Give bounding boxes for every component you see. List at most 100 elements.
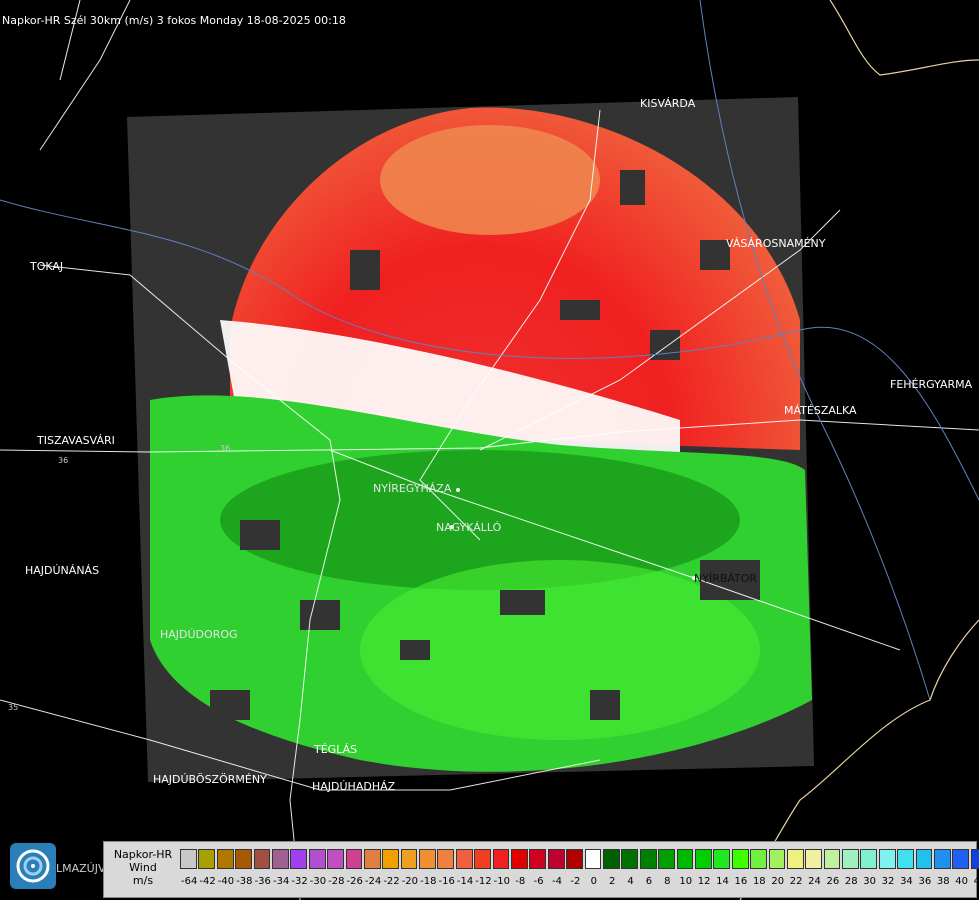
legend-title-line3: m/s	[132, 874, 154, 887]
legend-tick-label: 40	[955, 876, 968, 887]
legend-tick-label: 20	[771, 876, 785, 887]
road-number-35: 35	[8, 703, 18, 712]
legend-swatch	[400, 849, 418, 869]
legend-tick-label: 26	[826, 876, 840, 887]
legend-tick-label: 12	[697, 876, 711, 887]
legend-swatch	[860, 849, 878, 869]
legend-swatch	[566, 849, 583, 869]
legend-tick-label: -10	[493, 876, 510, 887]
legend-swatch	[492, 849, 510, 869]
legend-tick-label: 34	[900, 876, 913, 887]
legend-swatch	[253, 849, 271, 869]
city-nagykallo: NAGYKÁLLÓ	[436, 521, 502, 534]
legend-tick-label: 22	[789, 876, 803, 887]
legend-tick-label: 2	[608, 876, 616, 887]
legend-swatch	[271, 849, 289, 869]
legend-swatch	[713, 849, 731, 869]
legend-swatch	[970, 849, 979, 869]
legend-swatch	[658, 849, 675, 869]
legend-tick-label: -18	[420, 876, 437, 887]
legend-title: Napkor-HR Wind m/s	[107, 848, 179, 887]
legend-tick-label: 6	[645, 876, 653, 887]
city-hajduhadhaz: HAJDÚHADHÁZ	[312, 780, 396, 793]
legend-swatch	[805, 849, 823, 869]
legend-tick-label: 0	[590, 876, 597, 887]
legend-tick-label: 24	[808, 876, 821, 887]
legend-tick-label: 38	[936, 876, 950, 887]
legend-tick-label: -30	[309, 876, 327, 887]
legend-swatch	[290, 849, 308, 869]
legend-swatch	[694, 849, 712, 869]
legend-tick-label: -32	[291, 876, 308, 887]
rivers-borders	[0, 0, 979, 701]
legend-swatch	[455, 849, 473, 869]
legend-tick-label: -2	[570, 876, 581, 887]
legend-tick-label: -42	[199, 876, 216, 887]
city-teglas: TÉGLÁS	[313, 743, 357, 756]
legend-swatch	[621, 849, 639, 869]
legend-tick-label: -20	[401, 876, 419, 887]
radar-echo-north-core	[380, 125, 600, 235]
legend-swatch	[768, 849, 786, 869]
legend-tick-label: -26	[346, 876, 363, 887]
color-legend: Napkor-HR Wind m/s -64 -42 -40 -38 -36 -34 -32…	[103, 841, 979, 898]
legend-swatch	[786, 849, 804, 869]
legend-swatch	[180, 849, 197, 869]
legend-tick-label: -8	[515, 876, 526, 887]
legend-tick-label: -40	[217, 876, 235, 887]
city-markers	[450, 488, 696, 580]
city-hajdudorog: HAJDÚDOROG	[160, 628, 238, 641]
legend-tick-label: -22	[383, 876, 400, 887]
legend-tick-label: 16	[734, 876, 748, 887]
city-tiszavasvari: TISZAVASVÁRI	[36, 434, 115, 447]
country-border	[829, 0, 979, 76]
legend-swatch	[308, 849, 326, 869]
legend-swatch	[511, 849, 528, 869]
city-vasarosnameny: VÁSÁROSNAMÉNY	[726, 237, 826, 250]
legend-swatch	[602, 849, 620, 869]
legend-tick-label: -16	[438, 876, 455, 887]
legend-tick-label: 18	[752, 876, 766, 887]
legend-tick-label: -14	[456, 876, 474, 887]
legend-swatch	[198, 849, 216, 869]
legend-swatch	[235, 849, 252, 869]
city-hajdunanas: HAJDÚNÁNÁS	[25, 564, 99, 577]
legend-tick-label: -12	[475, 876, 492, 887]
legend-ticks: -64 -42 -40 -38 -36 -34 -32 -30 -28 -26 -24 -22 -20-…	[180, 876, 979, 887]
legend-swatch	[474, 849, 492, 869]
legend-swatch	[216, 849, 234, 869]
city-fehergyarmat: FEHÉRGYARMA	[890, 378, 973, 391]
napkor-logo-icon	[10, 843, 56, 889]
legend-tick-label: -34	[272, 876, 290, 887]
legend-swatch	[639, 849, 657, 869]
radar-echo-south-bright	[360, 560, 760, 740]
city-nyirbator: NYÍRBÁTOR	[694, 572, 757, 585]
legend-swatch	[731, 849, 749, 869]
road-number-36-west: 36	[58, 456, 68, 465]
road-number-36-east: 36	[220, 444, 230, 453]
legend-tick-label: 36	[918, 876, 932, 887]
legend-tick-label: -28	[328, 876, 345, 887]
radar-echo-south-core	[220, 450, 740, 590]
map-title: Napkor-HR Szél 30km (m/s) 3 fokos Monday…	[2, 14, 346, 27]
legend-swatch	[842, 849, 859, 869]
legend-tick-label: 42	[973, 876, 979, 887]
city-mateszalka: MÁTÉSZALKA	[784, 404, 857, 417]
legend-swatch	[878, 849, 896, 869]
legend-tick-label: 14	[716, 876, 729, 887]
radar-gaps	[210, 170, 760, 720]
legend-swatch	[952, 849, 970, 869]
legend-swatch	[437, 849, 455, 869]
legend-swatch	[382, 849, 400, 869]
legend-tick-label: -38	[236, 876, 253, 887]
legend-swatch	[529, 849, 547, 869]
legend-title-line2: Wind	[129, 861, 157, 874]
city-nyiregyhaza: NYÍREGYHÁZA	[373, 482, 452, 495]
legend-tick-label: -36	[254, 876, 271, 887]
legend-tick-label: -64	[181, 876, 198, 887]
legend-swatch	[897, 849, 915, 869]
legend-tick-label: 32	[881, 876, 895, 887]
legend-tick-label: 10	[679, 876, 693, 887]
